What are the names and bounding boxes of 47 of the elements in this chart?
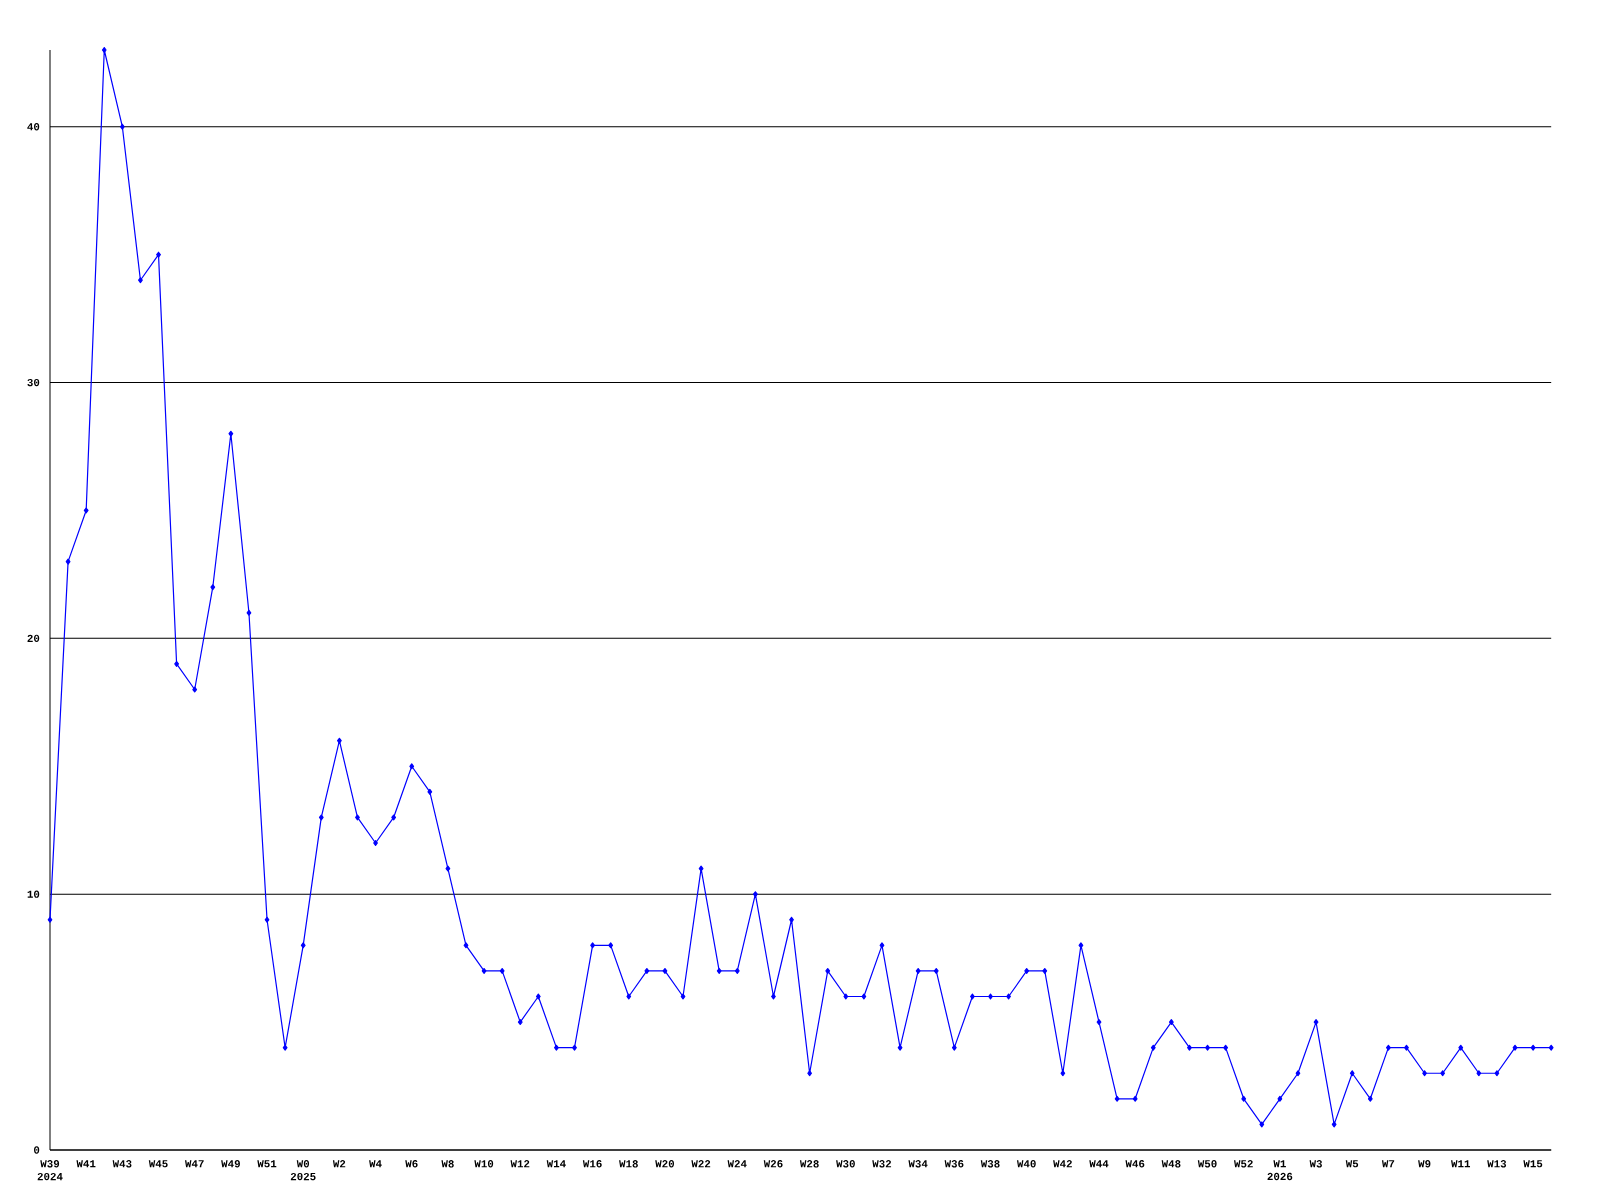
- x-tick-label: W26: [763, 1160, 783, 1168]
- x-tick-label: W51: [257, 1160, 277, 1168]
- y-tick-label: 20: [27, 634, 40, 643]
- x-tick-label: W2: [332, 1160, 346, 1168]
- x-tick-label: W5: [1345, 1160, 1359, 1168]
- x-tick-label: W48: [1161, 1160, 1181, 1168]
- x-tick-label: W0 2025: [290, 1160, 316, 1181]
- x-tick-label: W44: [1089, 1160, 1109, 1168]
- y-tick-label: 30: [27, 378, 40, 387]
- x-tick-label: W3: [1309, 1160, 1322, 1168]
- x-tick-label: W11: [1451, 1160, 1471, 1168]
- y-tick-label: 0: [34, 1146, 40, 1154]
- x-tick-label: W52: [1233, 1160, 1253, 1168]
- x-tick-label: W28: [799, 1160, 819, 1168]
- x-tick-label: W39 2024: [37, 1160, 63, 1181]
- x-tick-label: W42: [1053, 1160, 1072, 1168]
- x-tick-label: W6: [405, 1160, 418, 1168]
- x-tick-label: W32: [872, 1160, 892, 1168]
- x-tick-label: W20: [655, 1160, 675, 1168]
- x-tick-label: W30: [836, 1160, 855, 1168]
- x-tick-label: W22: [691, 1160, 711, 1168]
- x-tick-label: W14: [546, 1160, 566, 1168]
- x-tick-label: W13: [1487, 1160, 1507, 1168]
- x-tick-label: W45: [148, 1160, 168, 1168]
- x-tick-label: W34: [908, 1160, 928, 1168]
- x-tick-label: W41: [76, 1160, 96, 1168]
- x-tick-label: W40: [1016, 1160, 1036, 1168]
- x-tick-label: W36: [944, 1160, 964, 1168]
- x-tick-label: W18: [619, 1160, 638, 1168]
- x-tick-label: W49: [221, 1160, 240, 1168]
- x-tick-label: W9: [1418, 1160, 1431, 1168]
- x-tick-label: W38: [980, 1160, 1000, 1168]
- x-tick-label: W8: [441, 1160, 454, 1168]
- x-tick-label: W1 2026: [1267, 1160, 1293, 1181]
- x-tick-label: W16: [582, 1160, 602, 1168]
- x-tick-label: W43: [112, 1160, 132, 1168]
- x-tick-label: W24: [727, 1160, 747, 1168]
- x-tick-label: W50: [1197, 1160, 1217, 1168]
- x-tick-label: W7: [1381, 1160, 1395, 1168]
- x-tick-label: W4: [369, 1160, 382, 1168]
- x-tick-label: W46: [1125, 1160, 1145, 1168]
- x-tick-label: W47: [184, 1160, 204, 1168]
- y-tick-label: 10: [27, 890, 40, 898]
- x-tick-label: W12: [510, 1160, 530, 1168]
- x-tick-label: W15: [1523, 1160, 1543, 1168]
- y-tick-label: 40: [27, 123, 40, 131]
- x-tick-label: W10: [474, 1160, 494, 1168]
